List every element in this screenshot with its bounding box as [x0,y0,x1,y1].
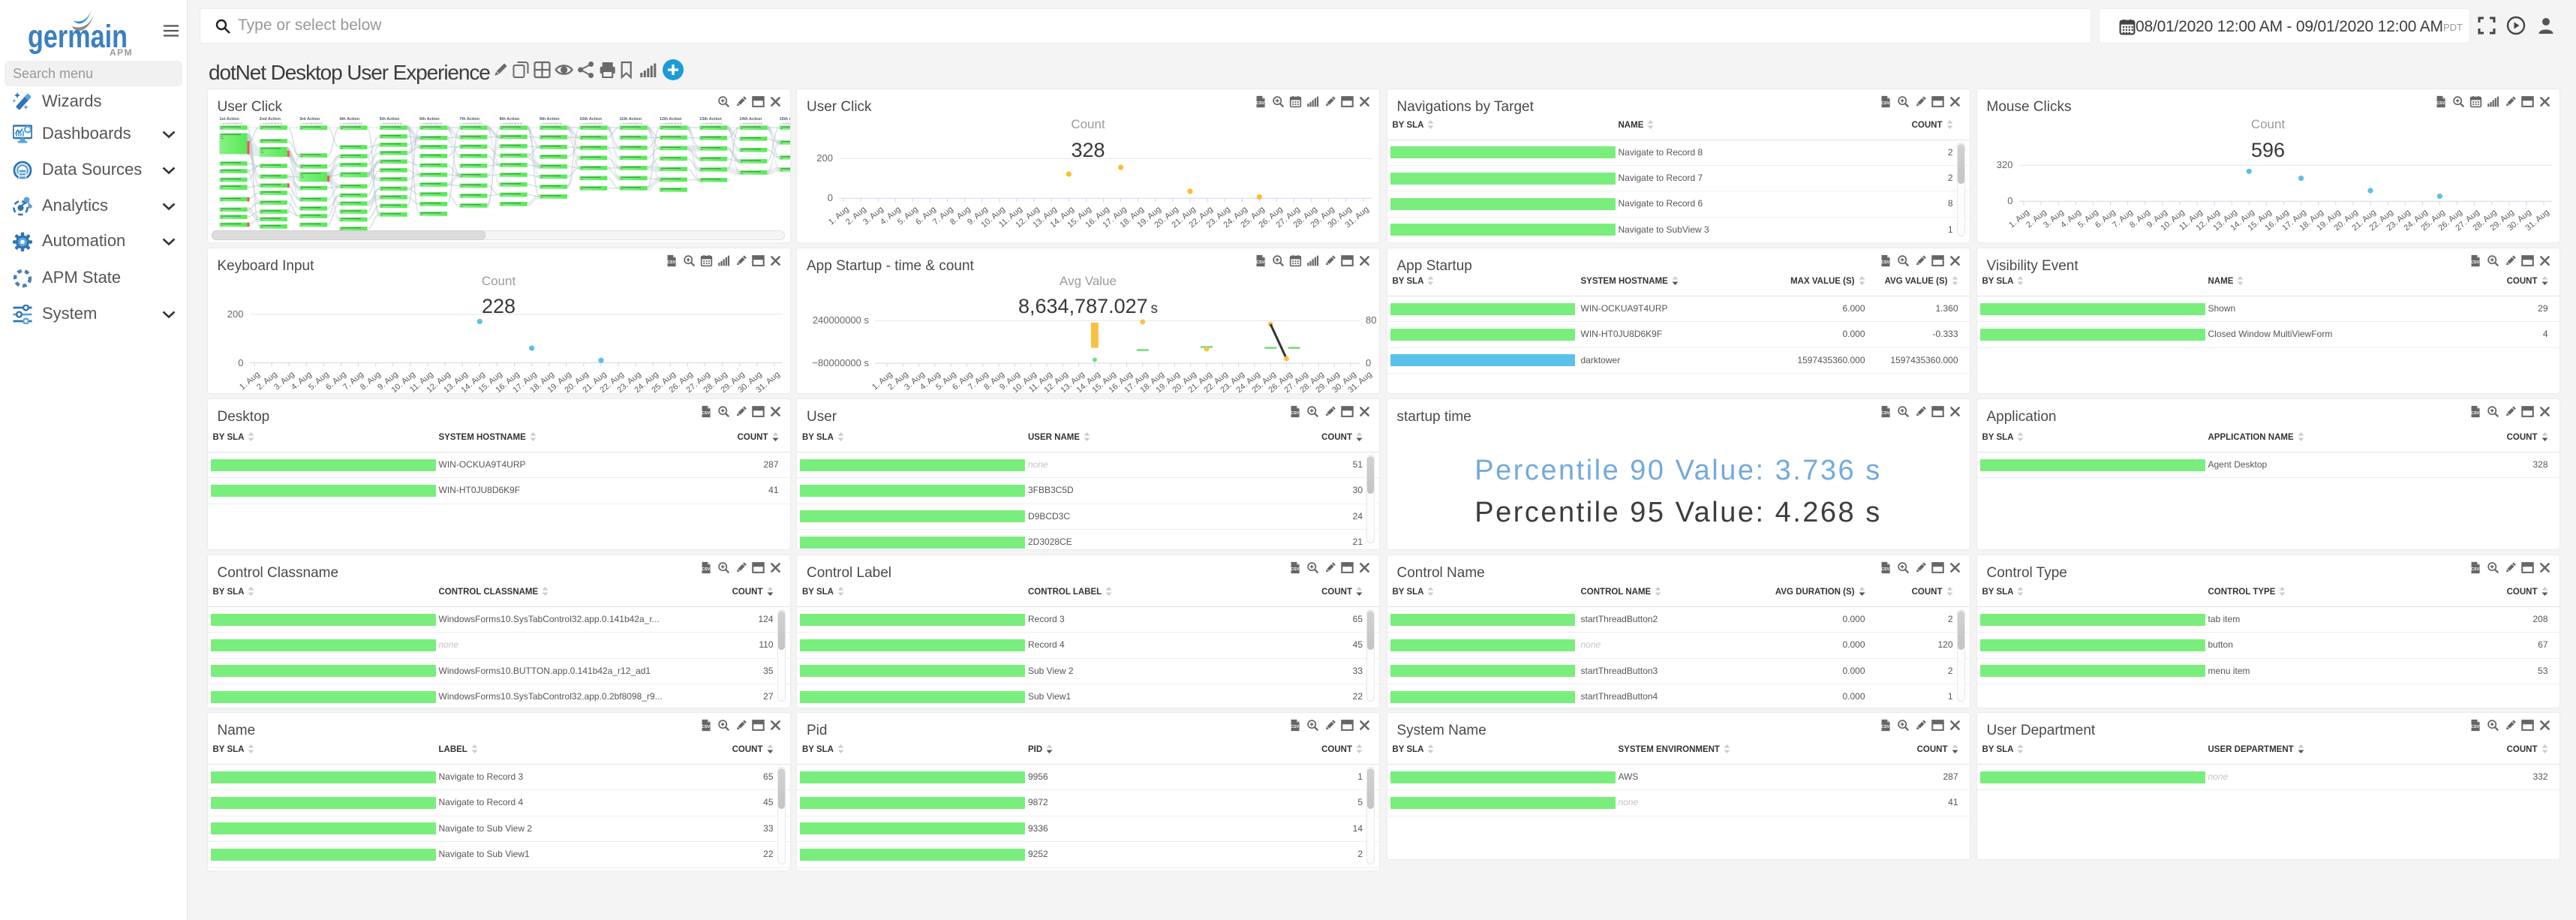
svg-text:~ conversions: ~ conversions [299,122,323,126]
svg-text:4th Action: 4th Action [339,117,359,122]
svg-text:~ conversions: ~ conversions [259,122,282,126]
svg-text:CSV: CSV [1880,411,1889,416]
svg-text:15th Action: 15th Action [779,117,789,122]
svg-text:CSV: CSV [1880,725,1889,729]
svg-text:~ conversions: ~ conversions [699,122,723,126]
svg-text:CSV: CSV [1256,260,1265,265]
svg-text:CSV: CSV [1880,101,1889,106]
svg-text:CSV: CSV [2436,101,2445,106]
svg-text:~ conversions: ~ conversions [619,122,642,126]
svg-text:germain: germain [28,19,128,55]
svg-text:CSV: CSV [1880,567,1889,572]
svg-text:~ conversions: ~ conversions [339,122,362,126]
svg-text:9th Action: 9th Action [539,117,559,122]
svg-text:~ conversions: ~ conversions [459,122,482,126]
svg-text:~ conversions: ~ conversions [499,122,522,126]
svg-text:2nd Action: 2nd Action [259,117,281,122]
svg-text:CSV: CSV [2470,567,2479,572]
svg-text:14th Action: 14th Action [739,117,762,122]
svg-text:CSV: CSV [1291,725,1300,729]
svg-text:7th Action: 7th Action [459,117,479,122]
svg-text:APM: APM [110,47,133,58]
svg-text:1st Action: 1st Action [219,117,239,122]
svg-text:~ conversions: ~ conversions [219,122,242,126]
svg-text:3rd Action: 3rd Action [299,117,320,122]
svg-text:CSV: CSV [1291,567,1300,572]
svg-text:~ conversions: ~ conversions [779,122,789,126]
svg-text:CSV: CSV [701,567,710,572]
svg-text:6th Action: 6th Action [419,117,440,122]
svg-text:CSV: CSV [2470,260,2479,265]
svg-text:~ conversions: ~ conversions [539,122,562,126]
svg-text:8th Action: 8th Action [499,117,519,122]
svg-text:11th Action: 11th Action [619,117,642,122]
svg-text:CSV: CSV [2470,725,2479,729]
svg-text:CSV: CSV [1291,411,1300,416]
svg-text:CSV: CSV [1880,260,1889,265]
svg-text:~ conversions: ~ conversions [379,122,402,126]
svg-text:10th Action: 10th Action [579,117,602,122]
svg-text:CSV: CSV [701,411,710,416]
svg-text:5th Action: 5th Action [379,117,399,122]
svg-text:~ conversions: ~ conversions [659,122,682,126]
svg-text:~ conversions: ~ conversions [419,122,443,126]
svg-text:CSV: CSV [666,260,675,265]
svg-text:CSV: CSV [2470,411,2479,416]
svg-text:CSV: CSV [1256,101,1265,106]
svg-text:CSV: CSV [701,725,710,729]
svg-text:12th Action: 12th Action [659,117,681,122]
svg-text:~ conversions: ~ conversions [739,122,762,126]
svg-text:~ conversions: ~ conversions [579,122,603,126]
svg-text:13th Action: 13th Action [699,117,722,122]
